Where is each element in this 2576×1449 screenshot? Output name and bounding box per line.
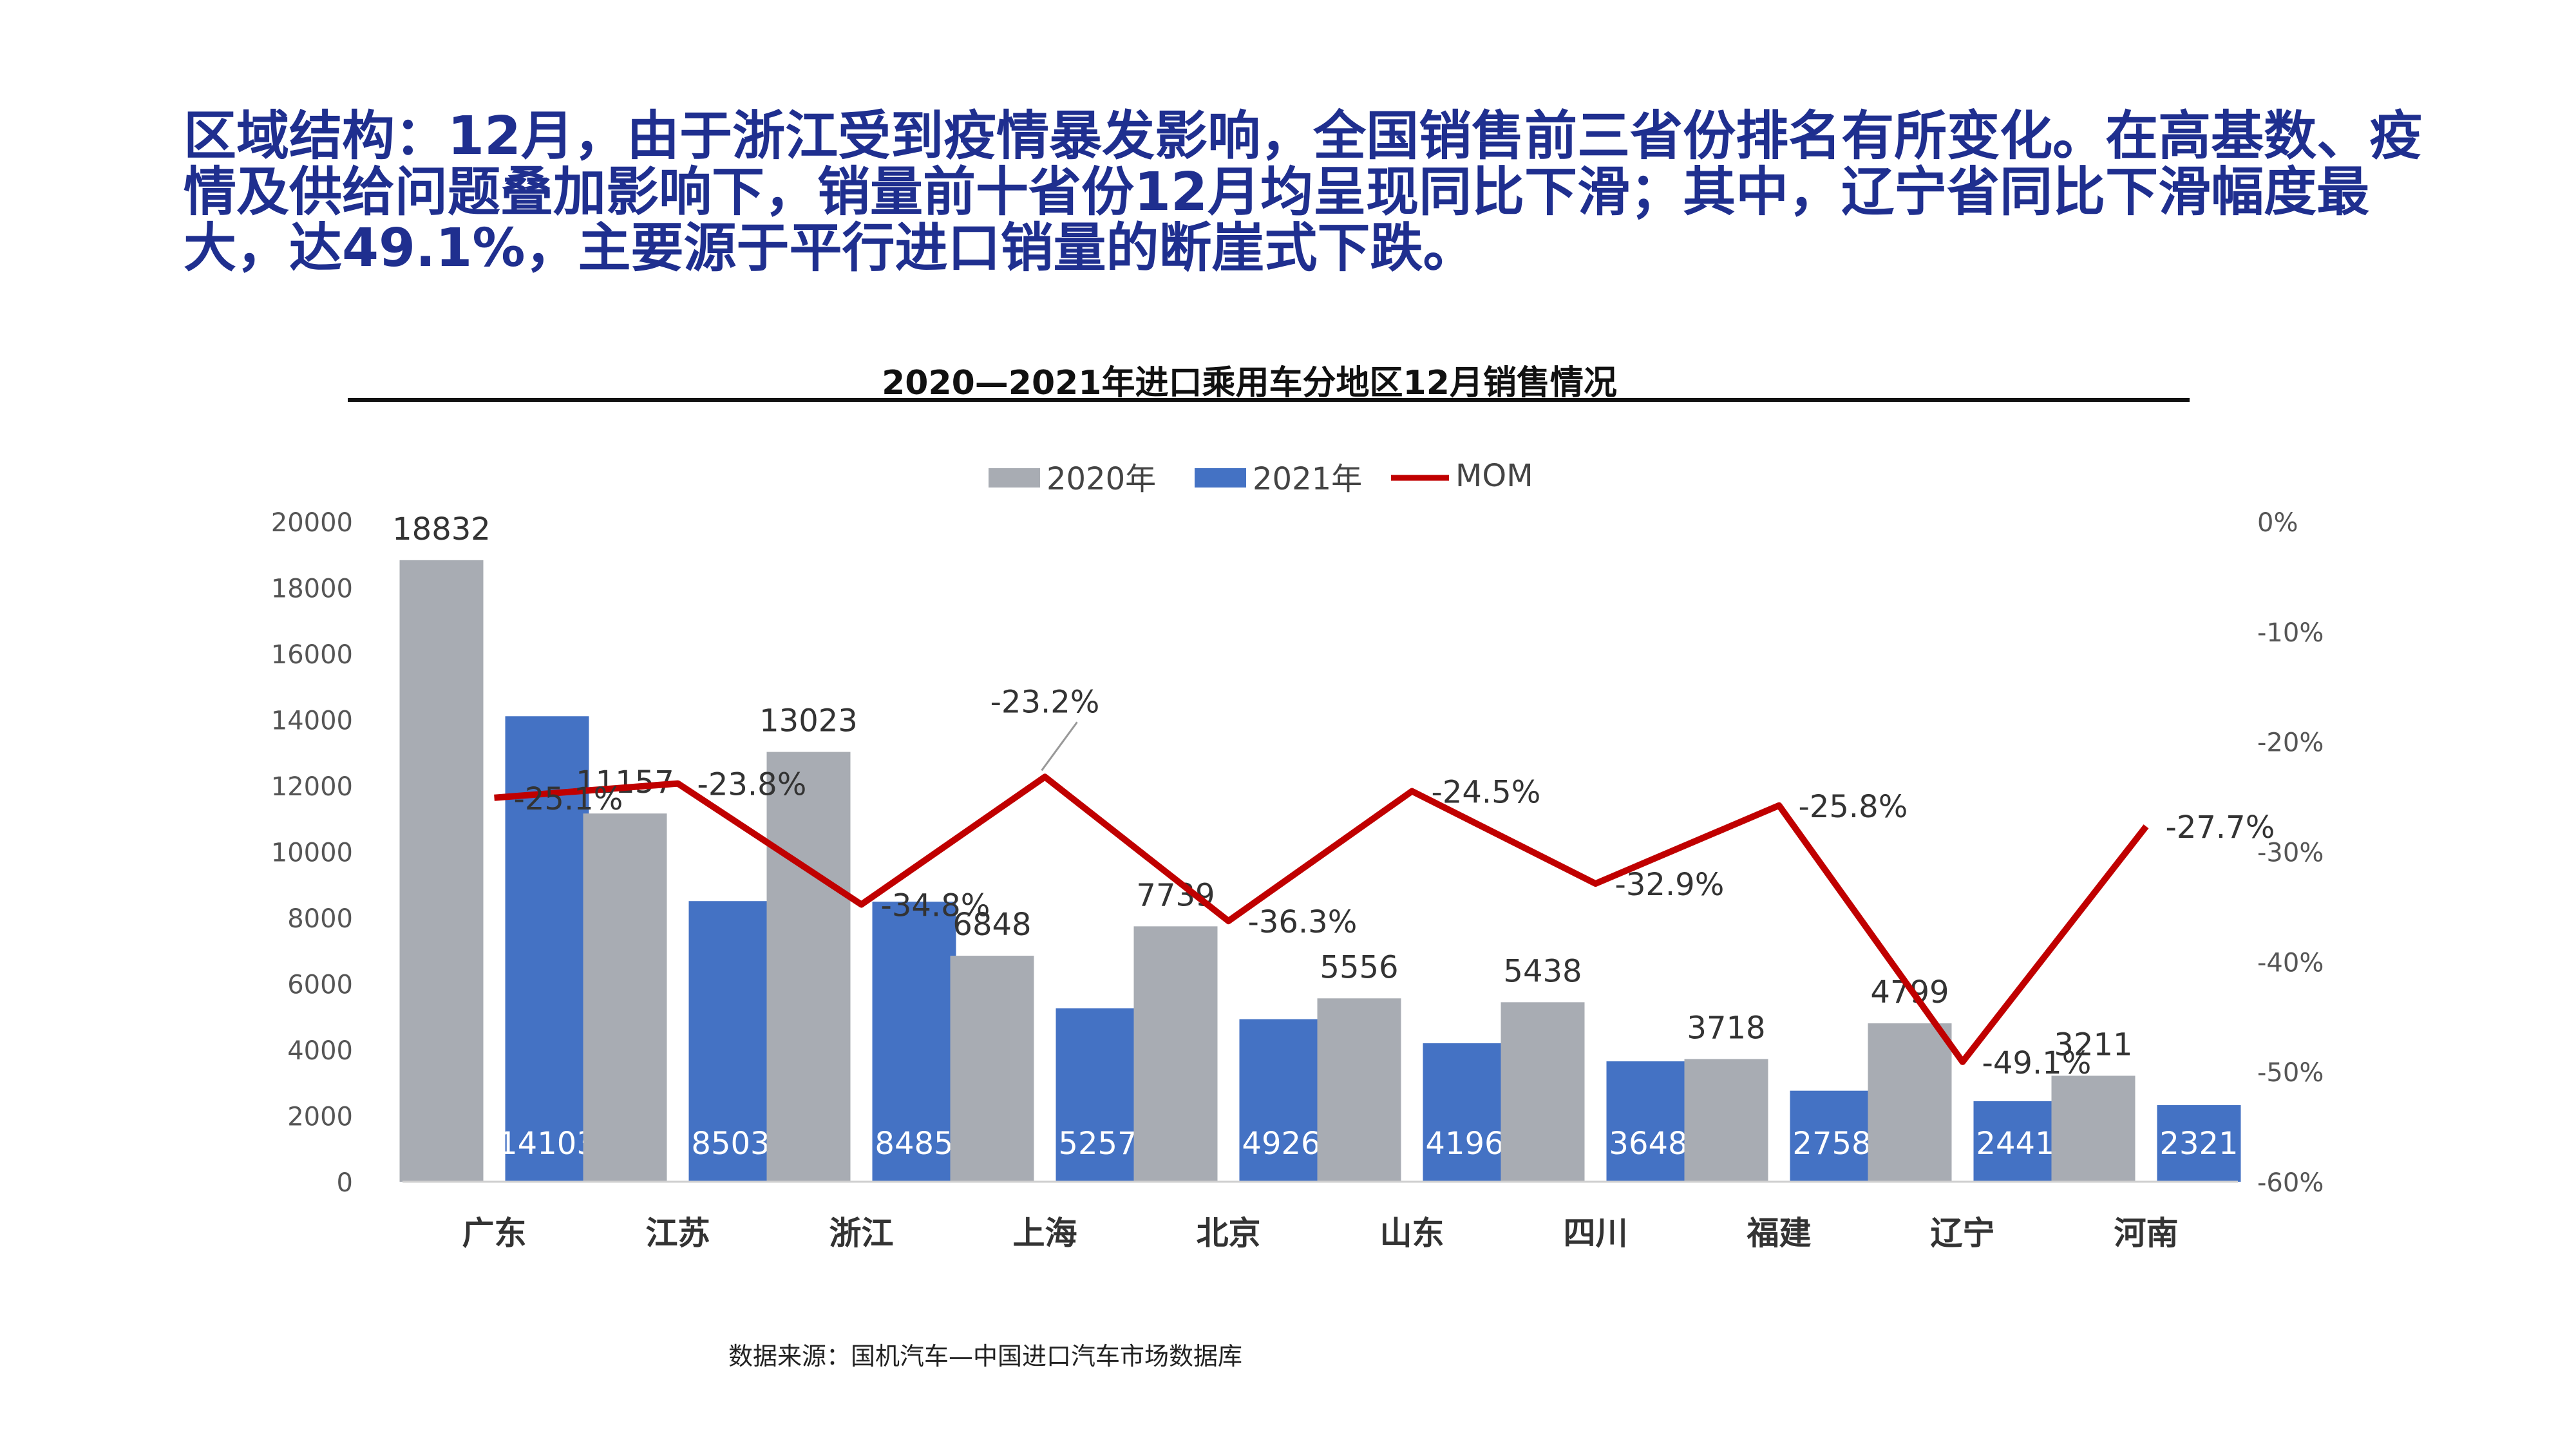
y-left-tick-label: 4000 xyxy=(287,1036,353,1066)
x-tick-label: 上海 xyxy=(1013,1215,1077,1252)
x-axis: 广东 江苏 浙江 上海 北京 山东 四川 福建 辽宁 河南 xyxy=(402,1180,2238,1252)
data-label-2020: 5438 xyxy=(1503,953,1582,989)
bar-2021 xyxy=(872,902,956,1182)
bar-2020 xyxy=(399,560,484,1182)
bar-2021 xyxy=(1423,1043,1507,1182)
y-left-tick-label: 0 xyxy=(337,1168,353,1198)
bar-2020 xyxy=(1501,1002,1585,1182)
bars: 1883214103111578503130238485684852577739… xyxy=(392,511,2241,1182)
bar-2021 xyxy=(1239,1019,1323,1182)
bar-2020 xyxy=(766,752,851,1182)
data-label-2021: 8485 xyxy=(875,1126,953,1162)
data-label-2020: 3718 xyxy=(1687,1010,1765,1046)
x-tick-label: 北京 xyxy=(1197,1215,1261,1252)
data-label-2021: 4926 xyxy=(1242,1126,1320,1162)
data-label-2020: 18832 xyxy=(392,511,491,547)
x-tick-label: 四川 xyxy=(1564,1215,1628,1252)
mom-data-label: -24.5% xyxy=(1432,775,1541,811)
bar-2021 xyxy=(1790,1090,1874,1182)
y-left-tick-label: 10000 xyxy=(271,838,353,868)
x-tick-label: 广东 xyxy=(462,1215,527,1252)
bar-2020 xyxy=(1868,1023,1952,1182)
y-right-tick-label: -50% xyxy=(2257,1058,2324,1088)
mom-series-line xyxy=(494,773,2149,1065)
x-tick-label: 辽宁 xyxy=(1931,1215,1995,1252)
title-divider xyxy=(348,398,2190,402)
data-label-2020: 3211 xyxy=(2054,1027,2132,1063)
legend-swatch-0 xyxy=(989,468,1040,488)
mom-data-label: -23.8% xyxy=(697,767,807,803)
y-left-tick-label: 6000 xyxy=(287,971,353,1000)
y-left-tick-label: 16000 xyxy=(271,640,353,670)
x-tick-label: 福建 xyxy=(1747,1215,1812,1252)
y-right-tick-label: -10% xyxy=(2257,618,2324,648)
bar-2020 xyxy=(583,813,667,1182)
y-right-tick-label: -40% xyxy=(2257,948,2324,978)
x-tick-label: 浙江 xyxy=(829,1215,894,1252)
bar-2021 xyxy=(1056,1008,1140,1182)
mom-data-label: -49.1% xyxy=(1982,1045,2092,1081)
x-tick-label: 江苏 xyxy=(646,1215,710,1252)
legend-label-0: 2020年 xyxy=(1046,461,1156,497)
mom-line: -25.1% -23.8% -34.8% -23.2% -36.3% -24.5% -32.… xyxy=(494,684,2275,1081)
data-label-2020: 6848 xyxy=(952,907,1031,943)
y-axis-right: -60% -50% -40% -30% -20% -10% 0% xyxy=(2257,508,2324,1198)
data-label-2020: 13023 xyxy=(759,703,858,739)
y-left-tick-label: 12000 xyxy=(271,772,353,802)
legend-label-2: MOM xyxy=(1455,458,1533,494)
bar-2020 xyxy=(950,956,1034,1182)
data-label-2021: 3648 xyxy=(1609,1126,1687,1162)
mom-label-leader xyxy=(1041,721,1078,772)
bar-2021 xyxy=(1606,1061,1690,1182)
mom-data-label: -32.9% xyxy=(1615,867,1725,903)
bar-2020 xyxy=(1684,1059,1768,1182)
bar-2021 xyxy=(2157,1105,2241,1182)
data-label-2021: 8503 xyxy=(691,1126,770,1162)
data-label-2021: 2321 xyxy=(2159,1126,2238,1162)
x-tick-label: 河南 xyxy=(2114,1215,2179,1252)
x-tick-label: 山东 xyxy=(1380,1215,1444,1252)
y-right-tick-label: -30% xyxy=(2257,838,2324,868)
mom-data-label: -36.3% xyxy=(1248,904,1358,940)
y-left-tick-label: 8000 xyxy=(287,904,353,934)
bar-2020 xyxy=(1133,926,1218,1182)
y-left-tick-label: 20000 xyxy=(271,508,353,538)
y-left-tick-label: 2000 xyxy=(287,1103,353,1132)
legend-swatch-1 xyxy=(1195,468,1246,488)
data-label-2021: 2441 xyxy=(1976,1126,2054,1162)
bar-2020 xyxy=(2051,1075,2136,1182)
y-right-tick-label: -20% xyxy=(2257,728,2324,758)
bar-2021 xyxy=(1973,1101,2058,1182)
data-label-2021: 14103 xyxy=(498,1126,596,1162)
data-label-2021: 2758 xyxy=(1792,1126,1871,1162)
legend-label-1: 2021年 xyxy=(1253,461,1362,497)
y-right-tick-label: -60% xyxy=(2257,1168,2324,1198)
y-left-tick-label: 14000 xyxy=(271,706,353,736)
mom-data-label: -25.8% xyxy=(1799,789,1908,825)
mom-data-label: -25.1% xyxy=(514,781,623,817)
legend: 2020年 2021年 MOM xyxy=(989,458,1533,497)
headline: 区域结构：12月，由于浙江受到疫情暴发影响，全国销售前三省份排名有所变化。在高基… xyxy=(184,106,2423,279)
mom-data-label: -23.2% xyxy=(990,684,1100,720)
bar-2021 xyxy=(688,901,773,1182)
bar-2020 xyxy=(1317,998,1401,1182)
y-axis-left: 0 2000 4000 6000 8000 10000 12000 14000 16000 180… xyxy=(271,508,353,1198)
data-label-2021: 5257 xyxy=(1058,1126,1137,1162)
data-label-2020: 5556 xyxy=(1320,949,1398,985)
y-right-tick-label: 0% xyxy=(2257,508,2298,538)
chart-title: 2020—2021年进口乘用车分地区12月销售情况 xyxy=(882,364,1617,402)
mom-data-label: -34.8% xyxy=(881,888,990,924)
y-left-tick-label: 18000 xyxy=(271,574,353,604)
data-label-2021: 4196 xyxy=(1425,1126,1504,1162)
data-source-note: 数据来源：国机汽车—中国进口汽车市场数据库 xyxy=(728,1342,1242,1370)
mom-data-label: -27.7% xyxy=(2166,810,2275,846)
